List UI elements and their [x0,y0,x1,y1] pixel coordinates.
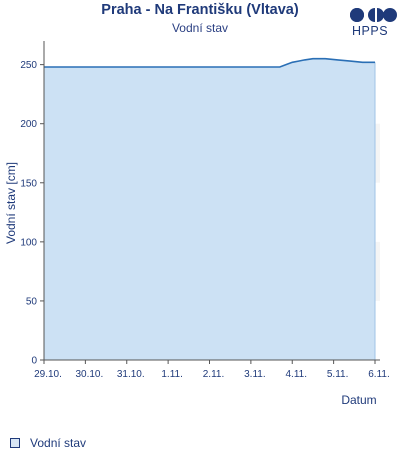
y-tick-label: 0 [31,356,37,367]
x-tick-label: 4.11. [286,369,308,380]
series-area [44,58,375,360]
legend-label: Vodní stav [30,436,87,450]
legend: Vodní stav [10,436,86,450]
x-tick-label: 1.11. [161,369,183,380]
chart-subtitle: Vodní stav [171,21,229,35]
x-tick-label: 31.10. [117,369,145,380]
x-tick-label: 5.11. [327,369,349,380]
logo-text: HPPS [352,24,389,38]
x-axis-label: Datum [341,393,376,407]
legend-swatch [10,438,20,448]
y-tick-label: 250 [20,60,37,71]
hpps-logo-icon [350,8,397,22]
x-tick-label: 2.11. [203,369,225,380]
x-tick-label: 6.11. [368,369,390,380]
chart-title: Praha - Na Františku (Vltava) [101,2,299,18]
series-line [44,57,375,68]
y-tick-label: 150 [20,178,37,189]
y-tick-label: 100 [20,237,37,248]
y-tick-label: 50 [26,296,38,307]
water-level-chart: 0 50 100 150 200 250 29.10. 30.10. 31.10. 1.11. 2… [4,41,390,407]
x-tick-label: 29.10. [34,369,62,380]
y-tick-label: 200 [20,119,37,130]
x-tick-label: 3.11. [244,369,266,380]
x-tick-label: 30.10. [75,369,103,380]
y-axis-label: Vodní stav [cm] [4,162,18,244]
